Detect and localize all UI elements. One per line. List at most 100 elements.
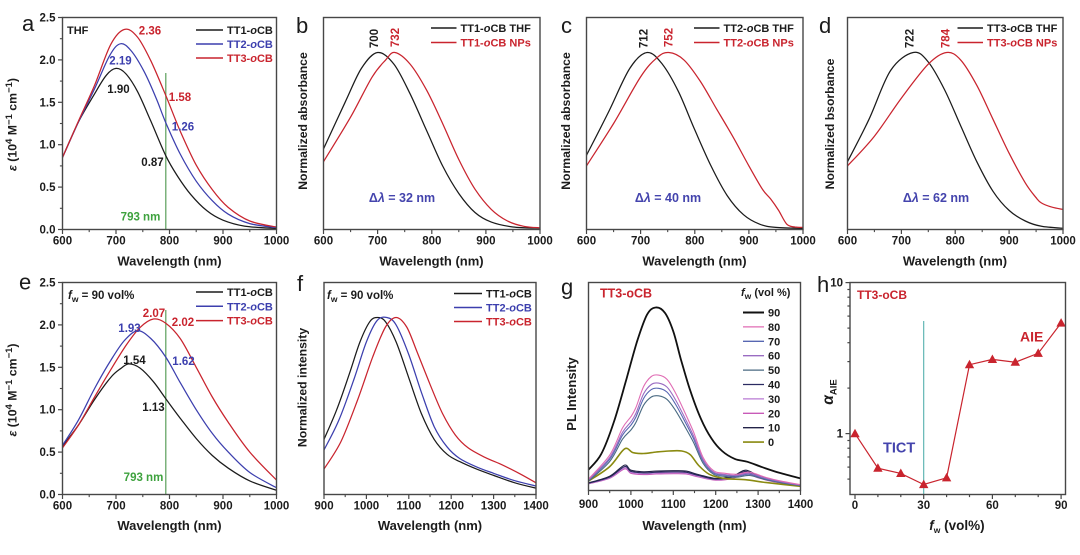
svg-text:1.62: 1.62 [172,356,194,368]
svg-text:c: c [561,13,572,38]
svg-text:0.0: 0.0 [40,490,56,502]
svg-text:50: 50 [768,365,780,377]
svg-text:70: 70 [768,336,780,348]
svg-text:TT2-oCB THF: TT2-oCB THF [724,23,795,35]
svg-text:1000: 1000 [264,236,290,248]
svg-text:αAIE: αAIE [820,379,840,404]
svg-text:TT1-oCB: TT1-oCB [227,25,273,37]
svg-text:Wavelength (nm): Wavelength (nm) [378,518,482,533]
svg-text:1.5: 1.5 [40,362,57,374]
svg-text:900: 900 [213,501,232,513]
svg-text:TT3-oCB: TT3-oCB [600,287,652,301]
svg-text:2.07: 2.07 [143,308,165,320]
svg-text:1400: 1400 [788,499,814,511]
svg-text:600: 600 [314,236,333,248]
svg-text:2.0: 2.0 [40,320,56,332]
svg-text:793 nm: 793 nm [124,472,164,484]
svg-text:752: 752 [664,28,676,47]
svg-text:fw = 90 vol%: fw = 90 vol% [68,290,134,304]
svg-text:900: 900 [314,501,333,513]
svg-text:TT2-oCB: TT2-oCB [227,39,273,51]
svg-text:1300: 1300 [481,501,507,513]
svg-text:TT2-oCB: TT2-oCB [486,303,532,315]
svg-text:800: 800 [160,236,179,248]
svg-text:40: 40 [768,380,780,392]
svg-text:600: 600 [53,236,72,248]
svg-text:800: 800 [160,501,179,513]
svg-text:1300: 1300 [745,499,771,511]
svg-text:2.19: 2.19 [109,56,131,68]
svg-text:900: 900 [1000,236,1019,248]
svg-text:700: 700 [892,236,911,248]
svg-text:900: 900 [476,236,495,248]
svg-text:600: 600 [53,501,72,513]
svg-text:10: 10 [768,423,780,435]
svg-text:1.26: 1.26 [172,122,194,134]
svg-text:0.0: 0.0 [40,225,56,237]
svg-text:Normalized absorbance: Normalized absorbance [559,52,573,190]
svg-text:700: 700 [106,236,125,248]
svg-text:1.0: 1.0 [40,140,56,152]
svg-text:Normalized absorbance: Normalized absorbance [296,52,310,190]
svg-text:0: 0 [852,500,858,512]
svg-text:TT1-oCB NPs: TT1-oCB NPs [461,38,531,50]
svg-text:TT3-oCB: TT3-oCB [857,288,907,302]
svg-text:1.5: 1.5 [40,97,57,109]
svg-text:700: 700 [631,236,650,248]
svg-text:732: 732 [390,28,402,47]
svg-text:PL Intensity: PL Intensity [564,357,579,431]
svg-text:900: 900 [739,236,758,248]
svg-text:fw (vol %): fw (vol %) [741,287,791,301]
svg-text:TT1-oCB: TT1-oCB [227,287,273,299]
svg-text:30: 30 [917,500,930,512]
svg-text:1000: 1000 [527,236,553,248]
svg-text:1.54: 1.54 [123,355,146,367]
svg-text:Wavelength (nm): Wavelength (nm) [117,254,221,269]
svg-text:a: a [22,11,35,36]
svg-text:Normalized bsorbance: Normalized bsorbance [823,58,837,189]
svg-text:TT3-oCB THF: TT3-oCB THF [987,23,1058,35]
svg-text:800: 800 [422,236,441,248]
svg-text:1000: 1000 [1050,236,1076,248]
svg-text:fw (vol%): fw (vol%) [929,518,984,535]
svg-text:Wavelength (nm): Wavelength (nm) [379,254,483,269]
svg-text:e: e [19,270,31,295]
svg-text:1200: 1200 [703,499,729,511]
svg-text:Δλ = 32 nm: Δλ = 32 nm [369,191,435,205]
svg-text:800: 800 [685,236,704,248]
svg-text:60: 60 [986,500,999,512]
svg-text:TT3-oCB NPs: TT3-oCB NPs [987,38,1057,50]
svg-text:fw = 90 vol%: fw = 90 vol% [327,290,393,304]
svg-text:800: 800 [946,236,965,248]
svg-text:h: h [817,272,829,297]
svg-text:TT2-oCB NPs: TT2-oCB NPs [724,38,794,50]
svg-text:712: 712 [639,29,651,48]
svg-text:TT2-oCB: TT2-oCB [227,301,273,313]
svg-text:Δλ = 62 nm: Δλ = 62 nm [903,191,969,205]
svg-text:1000: 1000 [618,499,644,511]
svg-text:1.90: 1.90 [107,84,129,96]
svg-text:90: 90 [768,308,780,320]
svg-text:1000: 1000 [264,501,290,513]
svg-text:700: 700 [106,501,125,513]
svg-text:600: 600 [577,236,596,248]
svg-text:1000: 1000 [354,501,380,513]
svg-text:793 nm: 793 nm [121,212,161,224]
svg-text:TICT: TICT [883,441,915,457]
svg-text:TT3-oCB: TT3-oCB [486,317,532,329]
svg-text:ε (104 M−1 cm−1): ε (104 M−1 cm−1) [4,78,20,171]
svg-text:g: g [561,275,573,300]
svg-text:90: 90 [1055,500,1068,512]
svg-text:1100: 1100 [396,501,421,513]
svg-text:TT1-oCB THF: TT1-oCB THF [461,23,532,35]
svg-text:1.58: 1.58 [169,92,192,104]
svg-text:THF: THF [67,25,89,37]
svg-text:1400: 1400 [523,501,549,513]
svg-text:TT3-oCB: TT3-oCB [227,53,273,65]
svg-text:0.5: 0.5 [40,447,57,459]
svg-text:600: 600 [838,236,857,248]
svg-text:722: 722 [905,29,917,48]
svg-text:900: 900 [579,499,598,511]
svg-text:1200: 1200 [438,501,464,513]
svg-text:60: 60 [768,351,780,363]
